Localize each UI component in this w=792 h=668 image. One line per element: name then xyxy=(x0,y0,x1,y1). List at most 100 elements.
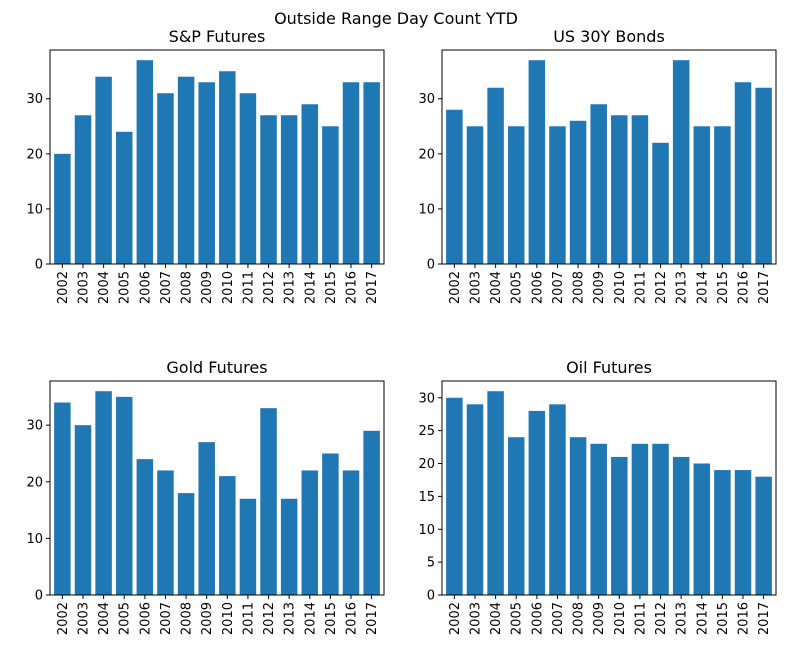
bar-2013 xyxy=(672,60,690,264)
y-tick-label: 30 xyxy=(418,391,435,406)
bar-2009 xyxy=(590,104,607,264)
bar-2010 xyxy=(219,476,236,595)
bar-2015 xyxy=(322,126,339,264)
x-tick-label: 2006 xyxy=(138,271,153,304)
bar-2017 xyxy=(755,87,772,265)
x-tick-label: 2005 xyxy=(510,602,525,635)
bar-2004 xyxy=(95,76,112,264)
x-tick-label: 2008 xyxy=(572,271,587,304)
x-tick-label: 2005 xyxy=(118,271,133,304)
y-tick-label: 5 xyxy=(427,556,435,571)
x-tick-label: 2003 xyxy=(76,602,91,635)
bar-2014 xyxy=(301,104,319,264)
subplot-3: Gold Futures 0 10 20 30 2002 2003 2004 2005 2006 2… xyxy=(26,358,385,635)
bar-2003 xyxy=(466,126,484,264)
x-tick-label: 2007 xyxy=(159,271,174,304)
x-tick-label: 2013 xyxy=(283,271,298,304)
x-tick-label: 2010 xyxy=(221,602,236,635)
bar-2003 xyxy=(466,404,484,595)
x-tick-label: 2010 xyxy=(613,271,628,304)
y-tick-label: 10 xyxy=(26,532,43,547)
bar-2002 xyxy=(446,397,463,595)
x-tick-label: 2007 xyxy=(551,271,566,304)
subplot-4: Oil Futures 0 5 10 15 20 25 30 2002 2003 2004 2005 2… xyxy=(418,358,777,635)
x-tick-label: 2017 xyxy=(365,602,380,635)
x-tick-label: 2015 xyxy=(716,602,731,635)
y-tick-label: 0 xyxy=(35,589,43,604)
bar-2005 xyxy=(507,126,525,264)
bar-2016 xyxy=(342,82,360,264)
bar-2015 xyxy=(322,453,339,595)
x-tick-label: 2017 xyxy=(365,271,380,304)
bar-2011 xyxy=(239,93,257,265)
x-tick-label: 2009 xyxy=(200,602,215,635)
bar-2008 xyxy=(569,437,587,595)
y-tick-label: 30 xyxy=(26,419,43,434)
subplot-title: Oil Futures xyxy=(566,358,652,377)
bar-2010 xyxy=(611,115,628,264)
x-tick-label: 2013 xyxy=(675,271,690,304)
bar-2003 xyxy=(74,115,92,264)
bar-2009 xyxy=(198,442,215,595)
bar-2005 xyxy=(115,131,133,264)
bar-2013 xyxy=(280,498,298,595)
axes-frame xyxy=(49,49,385,265)
y-tick-label: 0 xyxy=(35,258,43,273)
subplot-title: US 30Y Bonds xyxy=(553,27,665,46)
x-tick-label: 2011 xyxy=(241,271,256,304)
bar-2002 xyxy=(54,402,71,595)
x-tick-label: 2014 xyxy=(303,271,318,304)
x-tick-label: 2013 xyxy=(283,602,298,635)
x-tick-label: 2009 xyxy=(592,271,607,304)
bar-2016 xyxy=(734,470,752,595)
axes-frame xyxy=(49,380,385,596)
bar-2014 xyxy=(693,126,711,264)
x-tick-label: 2014 xyxy=(695,602,710,635)
bar-2014 xyxy=(301,470,319,595)
subplot-title: Gold Futures xyxy=(166,358,267,377)
x-tick-label: 2015 xyxy=(324,602,339,635)
x-tick-label: 2016 xyxy=(737,602,752,635)
figure-title: Outside Range Day Count YTD xyxy=(274,9,518,28)
x-tick-label: 2012 xyxy=(654,271,669,304)
x-tick-label: 2004 xyxy=(489,602,504,635)
bar-2011 xyxy=(631,115,649,264)
x-tick-label: 2015 xyxy=(716,271,731,304)
x-tick-label: 2014 xyxy=(303,602,318,635)
axes-frame xyxy=(441,49,777,265)
bar-2010 xyxy=(611,456,628,595)
bar-2013 xyxy=(672,456,690,595)
bar-2006 xyxy=(136,459,154,595)
bar-2004 xyxy=(95,391,112,595)
x-tick-label: 2003 xyxy=(468,271,483,304)
y-tick-label: 10 xyxy=(418,523,435,538)
bar-2007 xyxy=(157,470,174,595)
bar-2014 xyxy=(693,463,711,595)
x-tick-label: 2014 xyxy=(695,271,710,304)
y-tick-label: 20 xyxy=(418,147,435,162)
x-tick-label: 2008 xyxy=(180,271,195,304)
bar-2010 xyxy=(219,71,236,264)
x-tick-label: 2005 xyxy=(118,602,133,635)
y-tick-label: 0 xyxy=(427,258,435,273)
x-tick-label: 2016 xyxy=(345,271,360,304)
y-tick-label: 10 xyxy=(26,202,43,217)
bar-2015 xyxy=(714,126,731,264)
x-tick-label: 2012 xyxy=(262,271,277,304)
x-tick-label: 2005 xyxy=(510,271,525,304)
y-tick-label: 30 xyxy=(418,92,435,107)
y-tick-label: 0 xyxy=(427,589,435,604)
x-tick-label: 2003 xyxy=(76,271,91,304)
bar-2009 xyxy=(590,443,607,595)
bar-2005 xyxy=(115,396,133,595)
subplot-1: S&P Futures 0 10 20 30 2002 2003 2004 2005 2006 20… xyxy=(26,27,385,304)
bar-2012 xyxy=(260,115,277,264)
bar-2003 xyxy=(74,425,92,595)
x-tick-label: 2010 xyxy=(613,602,628,635)
x-tick-label: 2007 xyxy=(551,602,566,635)
x-tick-label: 2007 xyxy=(159,602,174,635)
bar-2008 xyxy=(569,120,587,264)
x-tick-label: 2006 xyxy=(530,602,545,635)
x-tick-label: 2002 xyxy=(448,271,463,304)
